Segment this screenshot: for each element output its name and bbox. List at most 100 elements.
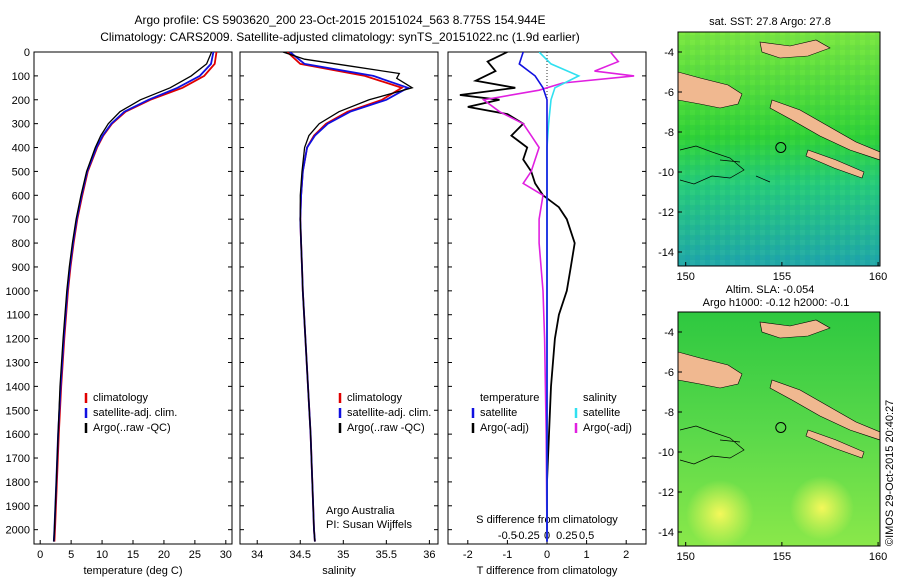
temp-xlabel: temperature (deg C) — [83, 565, 182, 577]
diff-s-legend-label-0: satellite — [583, 407, 620, 419]
temp-xtick-label-3: 15 — [127, 549, 139, 561]
sla-map-coast-south — [679, 425, 745, 465]
diff-xtick-label-4: 2 — [623, 549, 629, 561]
temp-ytick-label-17: 1700 — [6, 453, 30, 465]
sst-map-land-solomons2 — [805, 149, 865, 179]
temp-ytick-label-15: 1500 — [6, 405, 30, 417]
sla-map-land-solomons2 — [805, 429, 865, 459]
sal-xtick-label-2: 35 — [337, 549, 349, 561]
diff-xtick-label-2: 0 — [544, 549, 550, 561]
temp-ytick-label-16: 1600 — [6, 429, 30, 441]
sst-map-texture — [678, 32, 880, 266]
temp-legend-label-2: Argo(..raw -QC) — [93, 422, 171, 434]
temp-ytick-label-5: 500 — [12, 166, 30, 178]
sla-map-ytick-label-5: -14 — [658, 527, 674, 539]
sal-xtick-label-3: 35.5 — [376, 549, 397, 561]
temp-xtick-label-6: 30 — [220, 549, 232, 561]
sal-series-1 — [289, 52, 411, 542]
copyright-label: ©IMOS 29-Oct-2015 20:40:27 — [884, 400, 896, 546]
sla-map-land-newguinea — [678, 351, 743, 389]
title-line1: Argo profile: CS 5903620_200 23-Oct-2015… — [135, 13, 546, 27]
diff-s-xtick-label-4: 0.5 — [579, 530, 594, 542]
diff-t-legend-label-1: Argo(-adj) — [480, 422, 529, 434]
temp-ytick-label-2: 200 — [12, 95, 30, 107]
temp-ytick-label-9: 900 — [12, 262, 30, 274]
temp-ytick-label-20: 2000 — [6, 525, 30, 537]
temp-ytick-label-18: 1800 — [6, 477, 30, 489]
sal-xtick-label-0: 34 — [251, 549, 263, 561]
temp-ytick-label-3: 300 — [12, 119, 30, 131]
sal-legend-label-2: Argo(..raw -QC) — [347, 422, 425, 434]
temp-xtick-label-5: 25 — [189, 549, 201, 561]
sst-map-ytick-label-4: -12 — [658, 207, 674, 219]
diff-xtick-label-1: -1 — [503, 549, 513, 561]
diff-xtick-label-0: -2 — [463, 549, 473, 561]
temp-ytick-label-1: 100 — [12, 71, 30, 83]
sla-map-xtick-label-2: 160 — [869, 551, 887, 563]
sla-map-title-2: Argo h1000: -0.12 h2000: -0.1 — [703, 297, 850, 309]
sst-map-coast-south — [679, 145, 771, 185]
temp-xtick-label-0: 0 — [37, 549, 43, 561]
sal-annotation-0: Argo Australia — [326, 505, 395, 517]
temp-ytick-label-8: 800 — [12, 238, 30, 250]
diff-legend-header-1: salinity — [583, 392, 617, 404]
sla-map-ytick-label-1: -6 — [664, 367, 674, 379]
temp-series-0 — [53, 52, 218, 542]
temp-xtick-label-2: 10 — [96, 549, 108, 561]
temp-ytick-label-10: 1000 — [6, 286, 30, 298]
difference-profile-panel: -2 -1 0 1 2-0.5-0.25 0 0.25 0.5S difference fro… — [447, 51, 647, 577]
diff-t-legend-label-0: satellite — [480, 407, 517, 419]
temp-xtick-label-1: 5 — [68, 549, 74, 561]
sst-map-xtick-label-1: 155 — [773, 271, 791, 283]
diff-series-0 — [518, 52, 548, 542]
sst-map-land-newbritain — [759, 39, 831, 59]
sla-map-title-1: Altim. SLA: -0.054 — [726, 284, 815, 296]
sla-map-xtick-label-0: 150 — [677, 551, 695, 563]
temp-ytick-label-0: 0 — [24, 47, 30, 59]
diff-series-3 — [481, 52, 635, 542]
sst-map: sat. SST: 27.8 Argo: 27.8 150 155 160 -4 -6 -… — [658, 16, 887, 283]
sla-map-frame — [677, 311, 881, 547]
sal-xlabel: salinity — [322, 565, 356, 577]
diff-series-2 — [538, 52, 581, 542]
sst-map-xtick-label-0: 150 — [677, 271, 695, 283]
sst-map-ytick-label-2: -8 — [664, 127, 674, 139]
diff-s-legend-label-1: Argo(-adj) — [583, 422, 632, 434]
sla-map-land-newbritain — [759, 319, 831, 339]
sst-map-ytick-label-3: -10 — [658, 167, 674, 179]
sal-xtick-label-4: 36 — [423, 549, 435, 561]
sal-legend-label-0: climatology — [347, 392, 403, 404]
diff-series-1 — [459, 52, 576, 542]
sal-series-0 — [286, 52, 404, 542]
salinity-profile-panel: 34 34.5 35 35.5 36 salinity climatology satelli… — [239, 51, 439, 577]
sal-legend-label-1: satellite-adj. clim. — [347, 407, 431, 419]
title-line2: Climatology: CARS2009. Satellite-adjuste… — [100, 30, 580, 44]
temp-ytick-label-12: 1200 — [6, 334, 30, 346]
sst-map-ytick-label-5: -14 — [658, 247, 674, 259]
temp-series-1 — [52, 52, 215, 542]
sla-map-ytick-label-4: -12 — [658, 487, 674, 499]
sst-map-frame — [677, 31, 881, 267]
diff-legend-header-0: temperature — [480, 392, 539, 404]
sst-map-argo-marker — [775, 142, 787, 153]
sla-map-land-solomons — [769, 379, 880, 441]
diff-xlabel: T difference from climatology — [477, 565, 618, 577]
diff-xtick-label-3: 1 — [584, 549, 590, 561]
sst-map-title: sat. SST: 27.8 Argo: 27.8 — [709, 16, 831, 28]
temp-ytick-label-11: 1100 — [6, 310, 30, 322]
sla-map-ytick-label-3: -10 — [658, 447, 674, 459]
temp-series-2 — [53, 52, 213, 542]
sla-map-high-1 — [686, 480, 754, 546]
sla-map-argo-marker — [775, 422, 787, 433]
diff-s-xtick-label-1: -0.25 — [515, 530, 540, 542]
temp-ytick-label-7: 700 — [12, 214, 30, 226]
temperature-profile-panel: 0100200300400500600700800900100011001200… — [6, 47, 233, 577]
sal-annotation-1: PI: Susan Wijffels — [326, 519, 412, 531]
diff-s-xtick-label-0: -0.5 — [498, 530, 517, 542]
sst-map-land-solomons — [769, 99, 880, 161]
temp-ytick-label-19: 1900 — [6, 501, 30, 513]
sla-map-ytick-label-2: -8 — [664, 407, 674, 419]
temp-legend-label-1: satellite-adj. clim. — [93, 407, 177, 419]
sst-map-ytick-label-0: -4 — [664, 47, 674, 59]
